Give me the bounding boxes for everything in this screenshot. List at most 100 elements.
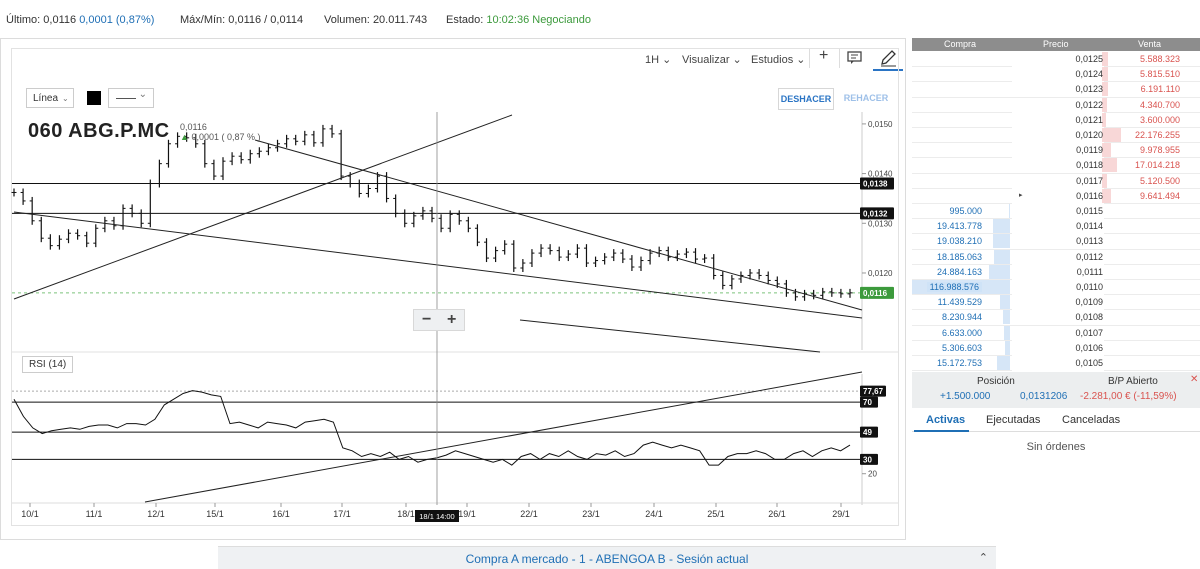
last-price-box (860, 286, 894, 299)
bid-cell-text: 24.884.163 (936, 266, 982, 277)
interval-label: 1H (645, 54, 660, 66)
active-tab-indicator (914, 430, 969, 432)
price-cell-text: 0,0115 (1076, 206, 1103, 216)
ask-cell-text: 4.340.700 (1139, 99, 1180, 110)
price-cell (1012, 82, 1104, 98)
close-icon[interactable]: ✕ (1190, 374, 1199, 385)
order-book-row[interactable]: 0,0121 3.600.000 (912, 112, 1200, 128)
order-book-row[interactable]: 19.038.210 0,0113 (912, 234, 1200, 250)
ask-cell-text: 17.014.218 (1134, 160, 1180, 171)
trend-line (254, 139, 863, 311)
pnl-title: B/P Abierto (1108, 376, 1158, 387)
ask-cell-text: 5.120.500 (1139, 175, 1180, 186)
price-cell (1012, 67, 1104, 83)
comment-icon[interactable] (847, 51, 863, 65)
bid-depth-bar (989, 264, 1010, 279)
volume-value: 20.011.743 (372, 14, 428, 26)
rsi-level-label: 49 (863, 428, 872, 437)
order-book-row[interactable]: 0,0118 17.014.218 (912, 158, 1200, 174)
price-cell (1012, 340, 1104, 356)
price-cell-text: 0,0114 (1076, 221, 1103, 232)
tab-cancelled[interactable]: Canceladas (1062, 414, 1121, 426)
zoom-control: − + (413, 309, 465, 331)
redo-button[interactable]: REHACER (843, 93, 889, 103)
crosshair-plus-icon[interactable]: + (819, 47, 829, 64)
price-cell-text: 0,0112 (1076, 251, 1103, 262)
price-cell (1012, 97, 1104, 113)
last-price-label: 0,0116 (863, 289, 888, 298)
zoom-in-button[interactable]: + (447, 311, 457, 328)
price-cell-text: 0,0110 (1076, 282, 1103, 292)
ask-depth-bar (1102, 112, 1106, 127)
price-cell-text: 0,0118 (1076, 160, 1103, 171)
studies-menu[interactable]: Estudios ⌄ (751, 53, 805, 66)
bid-depth-bar (993, 219, 1010, 234)
ask-depth-bar (1102, 173, 1107, 188)
chart-change-value: 0,0001 ( 0,87 % ) (191, 132, 261, 142)
chevron-up-icon[interactable]: ⌃ (978, 552, 988, 564)
price-cell-text: 0,0116 (1076, 190, 1103, 201)
rsi-label[interactable]: RSI (14) (22, 356, 74, 373)
price-tick-label: 0,0120 (868, 269, 893, 278)
order-book-row[interactable]: 0,0119 9.978.955 (912, 143, 1200, 159)
order-book-row[interactable]: 15.172.753 0,0105 (912, 356, 1200, 372)
order-book-row[interactable]: 0,0125 5.588.323 (912, 52, 1200, 68)
order-book-row[interactable]: 0,0124 5.815.510 (912, 67, 1200, 83)
price-cell-text: 0,0117 (1076, 175, 1103, 186)
price-cell-text: 0,0120 (1075, 130, 1103, 140)
tab-active[interactable]: Activas (926, 414, 966, 426)
order-ticket-bar[interactable]: Compra A mercado - 1 - ABENGOA B - Sesió… (218, 546, 996, 569)
order-book-row[interactable]: 11.439.529 0,0109 (912, 295, 1200, 311)
rsi-last-box (860, 385, 886, 397)
order-book-row[interactable]: 18.185.063 0,0112 (912, 249, 1200, 265)
line-style-select[interactable] (108, 88, 154, 108)
price-tick-label: 0,0140 (868, 170, 893, 179)
order-book-row[interactable]: 0,0116 9.641.494 ▸ (912, 188, 1200, 204)
price-cell (1012, 264, 1104, 280)
visualize-menu[interactable]: Visualizar ⌄ (682, 53, 742, 66)
price-cell-text: 0,0106 (1075, 342, 1103, 353)
interval-select[interactable]: 1H ⌄ (645, 53, 671, 66)
line-color-swatch[interactable] (87, 91, 101, 105)
ask-cell-text: 3.600.000 (1139, 114, 1180, 125)
ask-depth-bar (1102, 158, 1117, 173)
order-book-row[interactable]: 116.988.576 0,0110 (912, 280, 1200, 296)
order-book-row[interactable]: 24.884.163 0,0111 (912, 264, 1200, 280)
rsi-level-label: 70 (863, 398, 872, 407)
zoom-out-button[interactable]: − (422, 311, 432, 328)
order-book-row[interactable]: 0,0123 6.191.110 (912, 82, 1200, 98)
undo-button[interactable]: DESHACER (778, 88, 834, 110)
tab-executed[interactable]: Ejecutadas (986, 414, 1041, 426)
bid-cell-text: 995.000 (949, 206, 982, 216)
crosshair-date-box (415, 510, 459, 522)
last-value: 0,0116 (43, 14, 77, 26)
price-cell (1012, 112, 1104, 128)
price-chart[interactable]: 0,0150 0,0140 0,0130 0,0120 0,0138 0,0132 0,01… (0, 0, 906, 540)
chevron-down-icon: ⌄ (62, 94, 69, 103)
rsi-level-label: 30 (863, 455, 872, 464)
order-book-row[interactable]: 5.306.603 0,0106 (912, 340, 1200, 356)
order-book-header: Compra Precio Venta (912, 38, 1200, 51)
bid-depth-bar (1004, 325, 1010, 340)
bid-depth-bar (1005, 340, 1010, 355)
bid-depth-bar (1009, 204, 1010, 218)
price-cell (1012, 280, 1104, 295)
pencil-icon (881, 50, 896, 67)
price-cell (1012, 234, 1104, 250)
orders-tabs: Activas Ejecutadas Canceladas (912, 408, 1200, 432)
date-tick-label: 11/1 (86, 509, 103, 519)
rsi-tick-label: 20 (868, 470, 877, 479)
order-book-row[interactable]: 6.633.000 0,0107 (912, 325, 1200, 341)
current-price-marker-icon: ▸ (1019, 191, 1023, 199)
draw-tool-button[interactable] (873, 47, 903, 71)
order-book-row[interactable]: 8.230.944 0,0108 (912, 310, 1200, 326)
order-book-row[interactable]: 0,0120 22.176.255 (912, 128, 1200, 144)
order-book-row[interactable]: 0,0122 4.340.700 (912, 97, 1200, 113)
chart-type-select[interactable]: Línea ⌄ (26, 88, 74, 108)
order-book-row[interactable]: 0,0117 5.120.500 (912, 173, 1200, 189)
date-tick-label: 29/1 (832, 509, 850, 519)
empty-orders-message: Sin órdenes (1026, 441, 1086, 453)
ask-depth-bar (1102, 128, 1121, 142)
order-book-row[interactable]: 995.000 0,0115 (912, 204, 1200, 220)
order-book-row[interactable]: 19.413.778 0,0114 (912, 219, 1200, 235)
